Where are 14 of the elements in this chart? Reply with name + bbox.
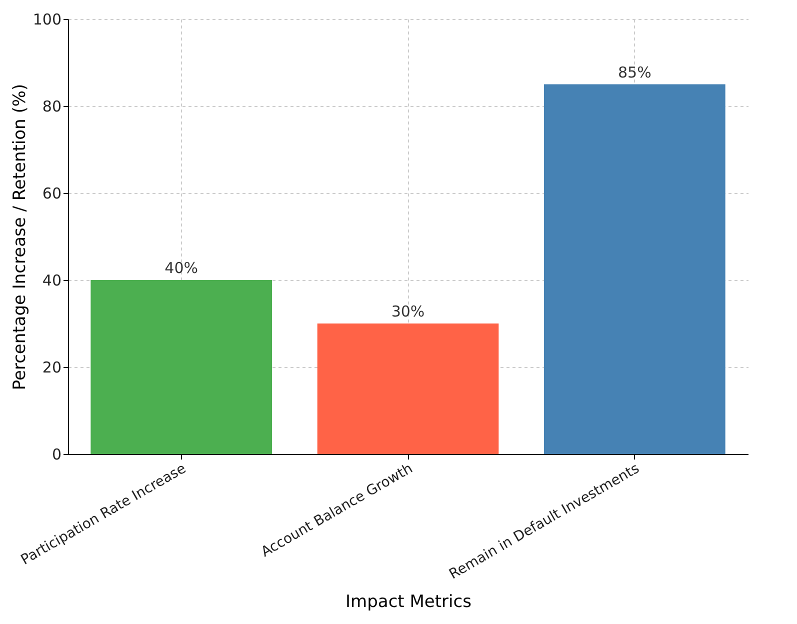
x-axis-title: Impact Metrics — [346, 592, 472, 612]
y-tick-label: 0 — [52, 446, 62, 464]
data-label: 85% — [618, 63, 652, 82]
y-tick-label: 100 — [32, 10, 62, 28]
data-label: 30% — [391, 302, 425, 320]
bar — [317, 324, 499, 454]
bar — [90, 280, 272, 454]
y-tick-label: 60 — [42, 184, 62, 202]
y-tick-label: 20 — [42, 358, 62, 376]
bar — [544, 84, 726, 454]
y-tick-label: 80 — [42, 98, 62, 116]
y-tick-label: 40 — [42, 272, 62, 290]
y-axis-title: Percentage Increase / Retention (%) — [10, 84, 30, 390]
data-label: 40% — [164, 259, 198, 277]
